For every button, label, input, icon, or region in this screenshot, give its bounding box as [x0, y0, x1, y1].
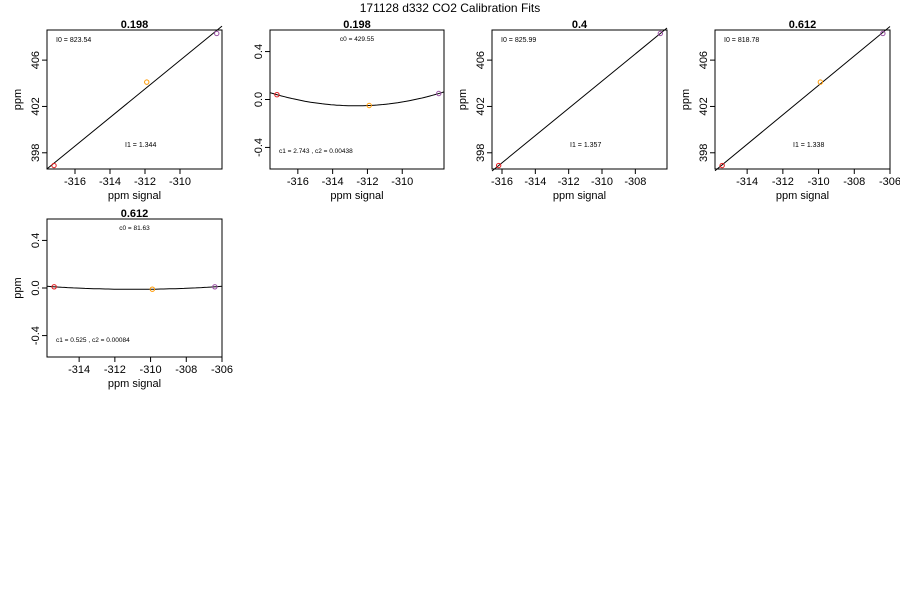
intercept-annotation: I0 = 825.99: [501, 37, 536, 44]
x-tick-label: -316: [64, 176, 86, 188]
data-point: [817, 79, 824, 85]
x-axis-label: ppm signal: [108, 190, 161, 202]
y-tick-label: 398: [30, 144, 42, 162]
x-tick-label: -312: [558, 176, 580, 188]
data-point: [149, 286, 156, 292]
slope-annotation: I1 = 1.357: [570, 142, 601, 149]
y-axis-label: ppm: [680, 89, 692, 110]
x-tick-label: -312: [134, 176, 156, 188]
fit-curve: [46, 285, 223, 290]
y-axis-label: ppm: [12, 89, 24, 110]
y-tick-label: 406: [30, 51, 42, 69]
x-tick-label: -306: [879, 176, 900, 188]
plot-title: 0.612: [789, 19, 817, 31]
x-tick-label: -312: [356, 176, 378, 188]
fit-line: [491, 27, 668, 172]
data-point: [719, 162, 725, 169]
x-axis-label: ppm signal: [776, 190, 829, 202]
data-point: [880, 30, 886, 37]
plot-title: 0.198: [343, 19, 371, 31]
plot-frame: [491, 29, 668, 170]
x-tick-label: -312: [772, 176, 794, 188]
x-tick-label: -310: [808, 176, 830, 188]
x-tick-label: -314: [322, 176, 344, 188]
data-point: [366, 102, 372, 109]
x-tick-label: -314: [524, 176, 546, 188]
data-point: [657, 30, 664, 37]
x-tick-label: -310: [591, 176, 613, 188]
plot-frame: [46, 29, 223, 170]
c0-annotation: c0 = 81.63: [119, 225, 150, 232]
fit-line: [714, 26, 891, 172]
y-tick-label: 0.0: [30, 280, 42, 295]
y-tick-label: 398: [698, 144, 710, 162]
fit-curve: [269, 91, 445, 107]
x-tick-label: -308: [175, 364, 197, 376]
y-tick-label: 0.0: [253, 92, 265, 107]
y-axis-label: ppm: [457, 89, 469, 110]
x-tick-label: -316: [491, 176, 513, 188]
plot-title: 0.198: [121, 19, 149, 31]
data-point: [51, 284, 57, 290]
data-point: [436, 90, 442, 97]
fit-line: [46, 25, 223, 170]
x-tick-label: -310: [169, 176, 191, 188]
data-point: [274, 92, 280, 98]
data-point: [212, 284, 218, 290]
x-axis-label: ppm signal: [553, 190, 606, 202]
x-tick-label: -314: [99, 176, 121, 188]
y-tick-label: 402: [698, 97, 710, 115]
data-point: [214, 30, 220, 37]
x-tick-label: -316: [287, 176, 309, 188]
y-axis-label: ppm: [12, 277, 24, 298]
slope-annotation: I1 = 1.338: [793, 142, 824, 149]
x-tick-label: -306: [211, 364, 233, 376]
coefficients-annotation: c1 = 2.743 , c2 = 0.00438: [279, 148, 353, 155]
data-point: [51, 162, 57, 169]
y-tick-label: -0.4: [253, 138, 265, 157]
x-tick-label: -310: [140, 364, 162, 376]
coefficients-annotation: c1 = 0.525 , c2 = 0.00084: [56, 337, 130, 344]
plot-title: 0.4: [572, 19, 588, 31]
plot-title: 0.612: [121, 208, 149, 220]
page-title: 171128 d332 CO2 Calibration Fits: [359, 1, 541, 15]
y-tick-label: 402: [30, 97, 42, 115]
data-point: [495, 162, 502, 169]
y-tick-label: -0.4: [30, 326, 42, 345]
data-point: [144, 79, 150, 85]
y-tick-label: 406: [475, 51, 487, 69]
y-tick-label: 398: [475, 144, 487, 162]
x-tick-label: -308: [624, 176, 646, 188]
x-axis-label: ppm signal: [108, 378, 161, 390]
intercept-annotation: I0 = 818.78: [724, 37, 759, 44]
intercept-annotation: I0 = 823.54: [56, 37, 91, 44]
y-tick-label: 406: [698, 51, 710, 69]
x-tick-label: -314: [68, 364, 90, 376]
x-tick-label: -312: [104, 364, 126, 376]
plot-frame: [714, 29, 891, 170]
y-tick-label: 0.4: [30, 233, 42, 248]
x-tick-label: -310: [391, 176, 413, 188]
x-axis-label: ppm signal: [330, 190, 383, 202]
slope-annotation: I1 = 1.344: [125, 142, 156, 149]
y-tick-label: 402: [475, 97, 487, 115]
x-tick-label: -314: [736, 176, 758, 188]
x-tick-label: -308: [843, 176, 865, 188]
y-tick-label: 0.4: [253, 44, 265, 59]
c0-annotation: c0 = 429.55: [340, 36, 375, 43]
